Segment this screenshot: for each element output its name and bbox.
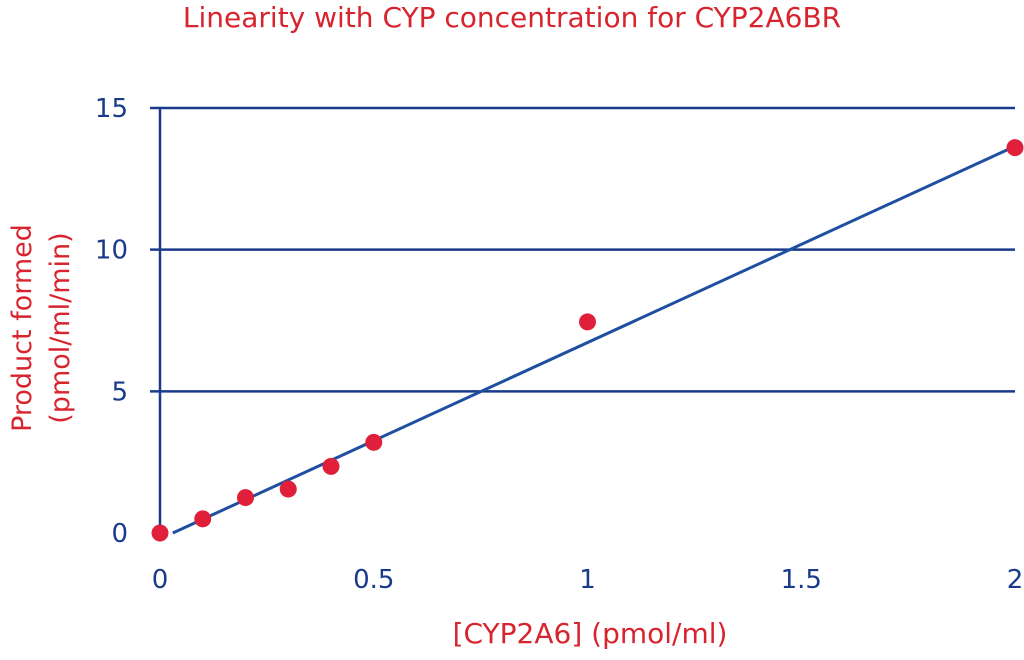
y-tick-label: 0 — [111, 519, 128, 549]
data-points — [151, 139, 1024, 542]
x-tick-label: 1 — [579, 565, 596, 595]
trendline-segment — [172, 144, 1016, 535]
data-point — [279, 480, 297, 498]
x-tick-label: 2 — [1007, 565, 1024, 595]
data-point — [579, 313, 596, 331]
y-tick-label: 15 — [95, 94, 128, 124]
x-tick-label: 0 — [152, 565, 169, 595]
y-tick-label: 5 — [111, 377, 128, 407]
chart-title: Linearity with CYP concentration for CYP… — [182, 1, 842, 34]
data-point — [322, 457, 340, 475]
data-point — [365, 433, 383, 451]
x-axis-label: [CYP2A6] (pmol/ml) — [452, 617, 728, 650]
gridlines — [150, 106, 1015, 393]
x-tick-label: 0.5 — [353, 565, 394, 595]
y-tick-labels: 0 5 10 15 — [95, 94, 128, 549]
trendline — [172, 144, 1016, 535]
data-point — [194, 510, 212, 528]
data-point — [1006, 139, 1024, 157]
data-point — [151, 524, 169, 542]
x-tick-label: 1.5 — [781, 565, 822, 595]
x-tick-labels: 0 0.5 1 1.5 2 — [152, 565, 1024, 595]
y-tick-label: 10 — [95, 236, 128, 266]
data-point — [237, 489, 254, 507]
